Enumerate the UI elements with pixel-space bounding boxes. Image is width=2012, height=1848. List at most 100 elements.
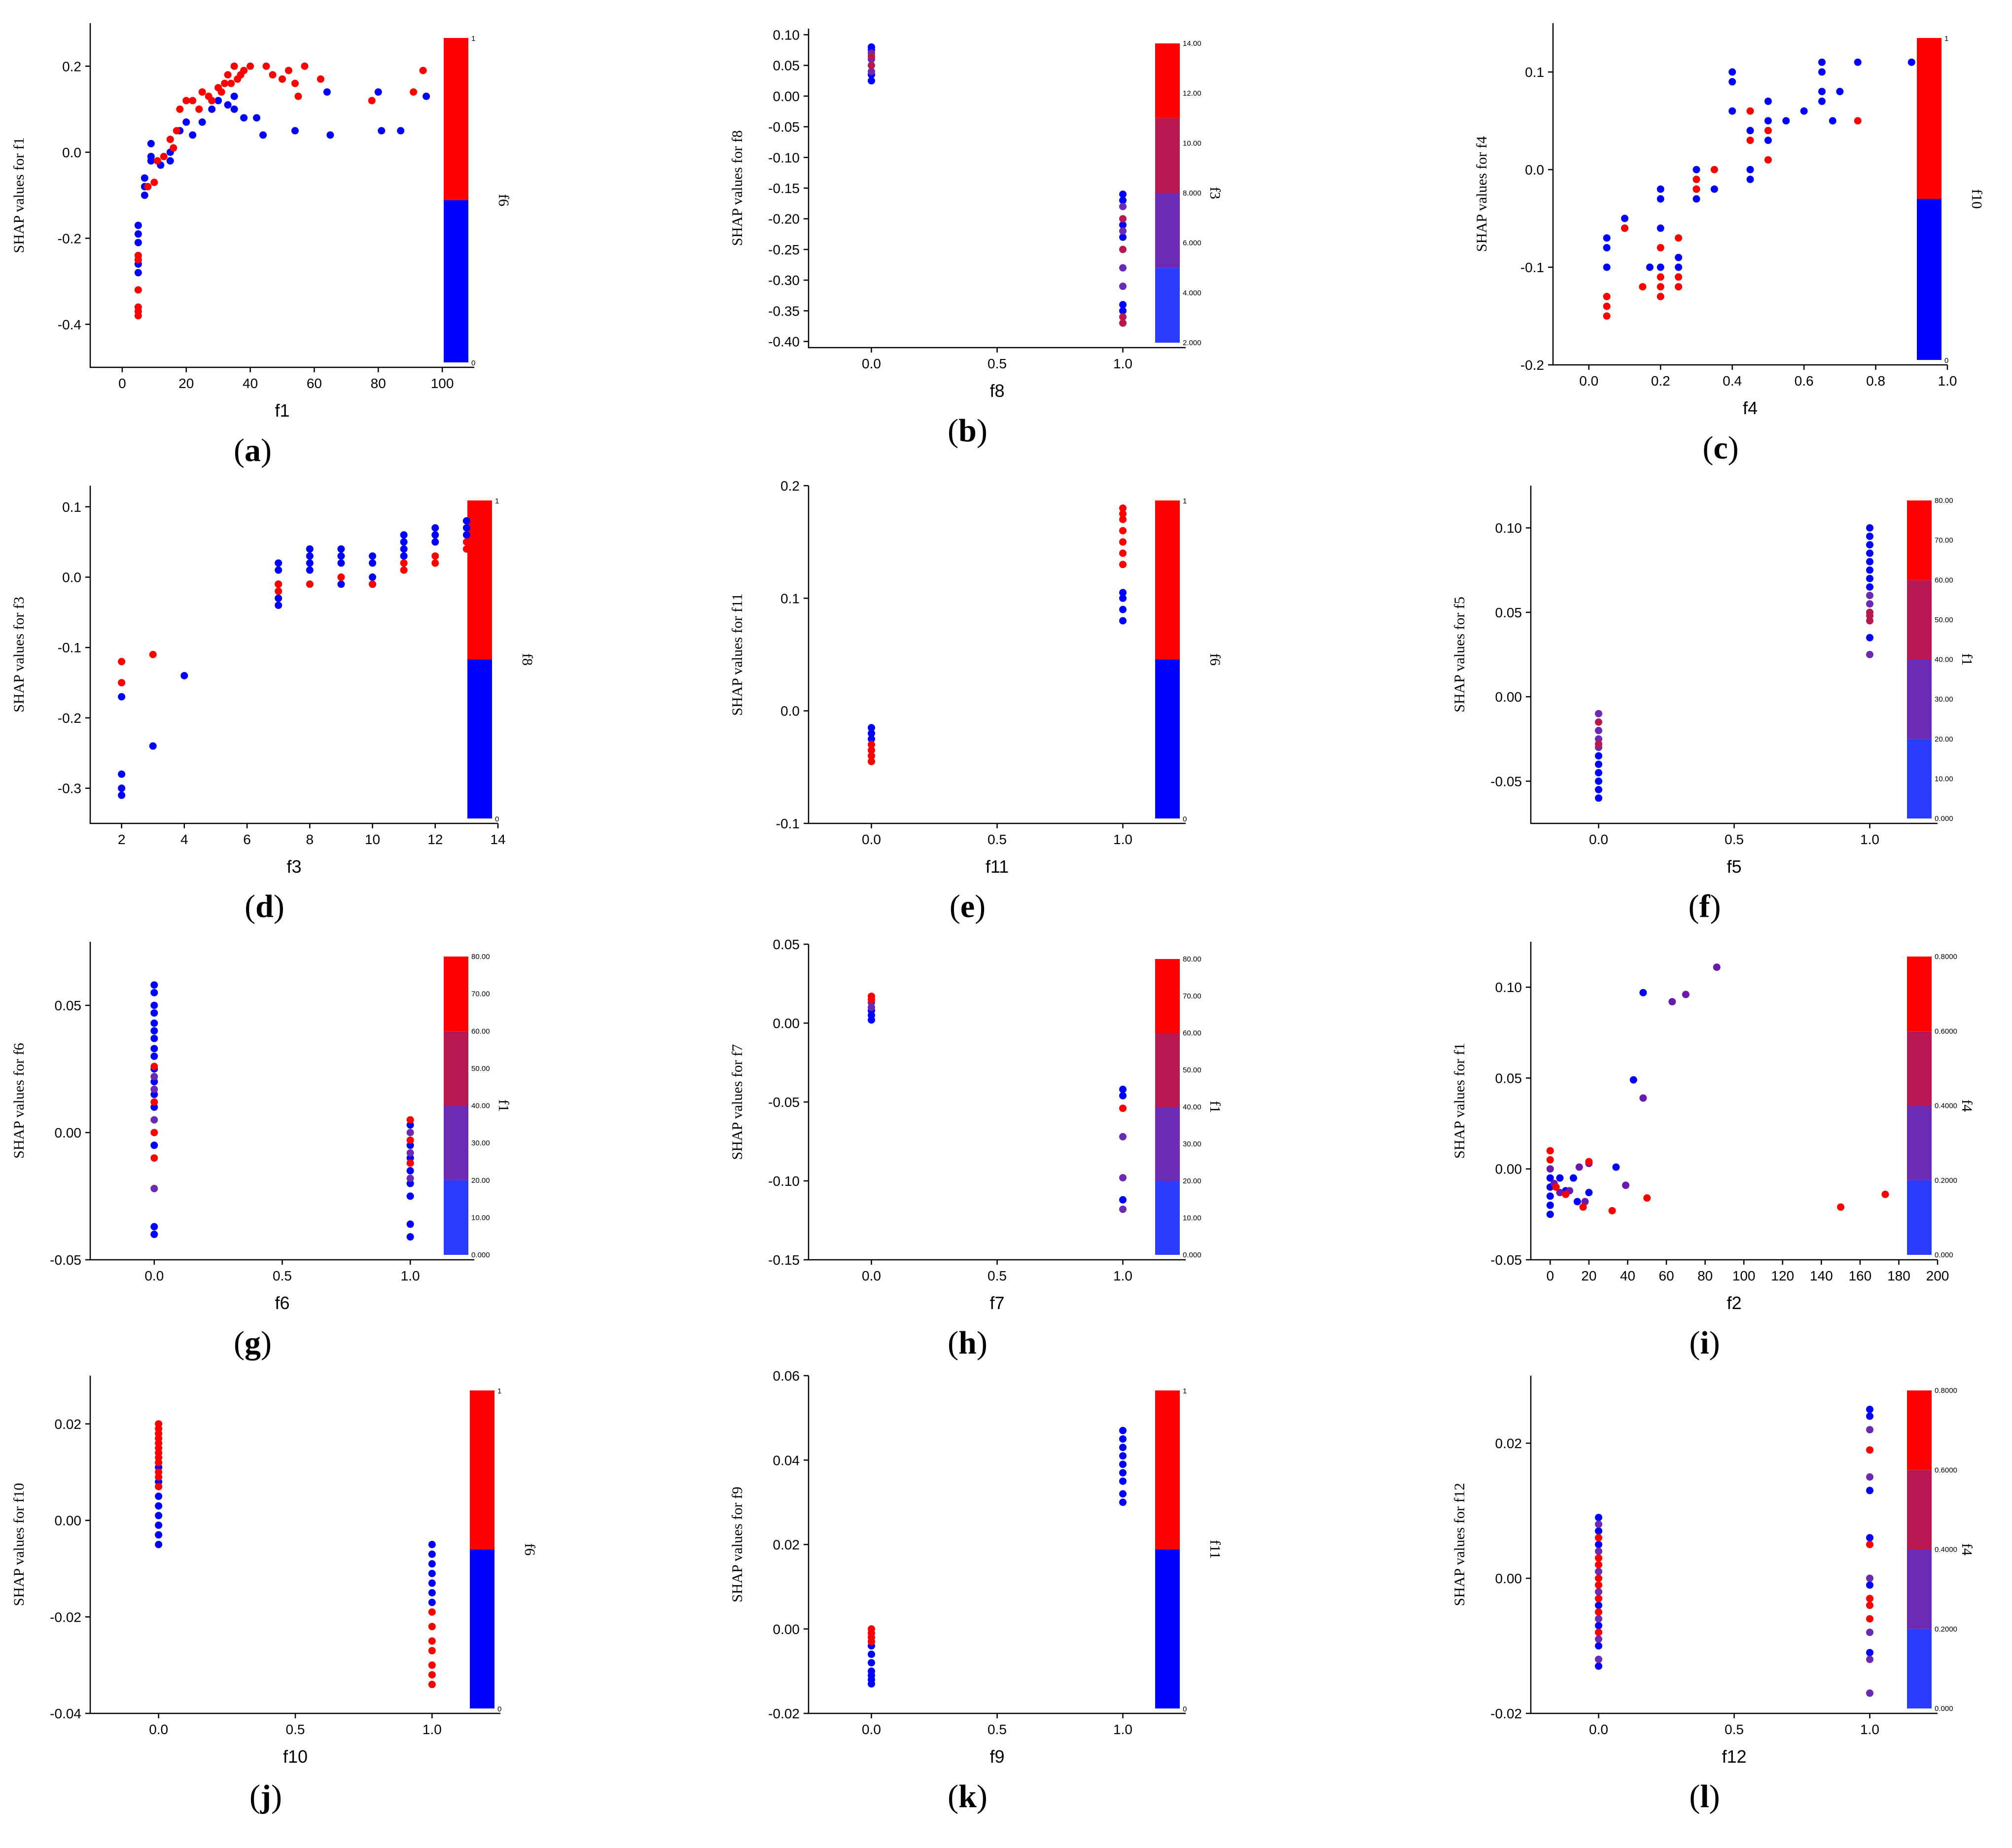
colorbar: 1 0 f11 (1155, 1387, 1223, 1713)
data-point (400, 531, 408, 539)
data-point (400, 552, 408, 560)
data-point (301, 62, 309, 70)
data-point (150, 1154, 158, 1162)
x-tick-label: 0.0 (1589, 1722, 1608, 1737)
data-point (1764, 156, 1772, 164)
x-tick-label: 0.0 (862, 832, 881, 847)
x-tick-label: 1.0 (401, 1268, 420, 1283)
data-point (150, 1052, 158, 1060)
data-point (1675, 234, 1683, 242)
data-point (868, 729, 875, 737)
y-tick-label: 0.10 (1495, 521, 1522, 536)
data-point (1693, 185, 1700, 193)
colorbar-high-band (444, 38, 468, 200)
series-f1-low (1595, 524, 1873, 802)
data-point (1829, 117, 1836, 125)
x-tick-label: 180 (1887, 1268, 1910, 1283)
y-tick-label: 0.1 (780, 591, 800, 606)
data-point (150, 1027, 158, 1035)
data-point (1119, 538, 1127, 546)
colorbar-high-band (1155, 500, 1180, 660)
data-point (1552, 1183, 1560, 1191)
data-point (1119, 1426, 1127, 1434)
colorbar-band (1907, 580, 1932, 660)
data-point (1866, 634, 1873, 641)
data-point (1657, 283, 1664, 291)
colorbar-max-label: 1 (471, 35, 475, 43)
series-f4-mid (1595, 1426, 1873, 1697)
data-point (1119, 504, 1127, 512)
data-point (462, 531, 470, 539)
data-point (1603, 234, 1611, 242)
colorbar-tick-label: 0.000 (1183, 1251, 1201, 1259)
data-point (868, 52, 875, 60)
x-tick-label: 0.0 (862, 356, 881, 371)
data-point (155, 1502, 163, 1510)
x-tick-label: 0.5 (988, 832, 1007, 847)
data-point (1119, 264, 1127, 272)
data-point (1119, 1206, 1127, 1213)
data-point (1746, 176, 1754, 183)
data-point (1729, 68, 1736, 76)
panel-j: 0.0 0.5 1.0 -0.04 -0.02 0.00 0.02 f10 SHAP value… (11, 1376, 538, 1814)
colorbar-min-label: 0 (1944, 356, 1948, 365)
data-point (1764, 97, 1772, 105)
data-point (868, 746, 875, 754)
y-tick-label: -0.4 (58, 317, 81, 332)
data-point (1119, 594, 1127, 602)
data-point (368, 97, 376, 105)
data-point (1119, 1460, 1127, 1468)
data-point (150, 1185, 158, 1193)
data-point (1595, 760, 1602, 768)
data-point (150, 1072, 158, 1080)
series-f1-low (868, 1006, 1127, 1204)
data-point (337, 559, 345, 567)
colorbar-label: f4 (1959, 1100, 1975, 1112)
colorbar-label: f1 (1207, 1101, 1223, 1113)
x-tick-label: 40 (243, 376, 258, 391)
data-point (1119, 319, 1127, 327)
colorbar-tick-label: 0.6000 (1935, 1027, 1957, 1035)
x-axis-label: f2 (1727, 1293, 1741, 1313)
data-point (275, 580, 282, 588)
data-point (428, 1623, 436, 1631)
data-point (428, 1671, 436, 1679)
data-point (1603, 312, 1611, 320)
y-axis-label: SHAP values for f10 (11, 1483, 27, 1606)
data-point (337, 552, 345, 560)
data-point (306, 559, 314, 567)
data-point (423, 92, 430, 100)
data-point (1119, 1174, 1127, 1182)
x-tick-label: 0.5 (988, 356, 1007, 371)
data-point (868, 1659, 875, 1667)
data-point (406, 1192, 414, 1200)
data-point (118, 658, 126, 666)
data-point (180, 672, 188, 679)
data-point (1595, 769, 1602, 777)
data-point (406, 1220, 414, 1228)
data-point (428, 1608, 436, 1616)
data-point (406, 1233, 414, 1241)
panel-label: (g) (234, 1325, 272, 1361)
data-point (1546, 1156, 1554, 1164)
data-point (208, 106, 216, 113)
y-axis-label: SHAP values for f11 (729, 593, 745, 716)
data-point (868, 757, 875, 765)
colorbar-tick-label: 70.00 (1183, 992, 1201, 1000)
y-tick-label: 0.00 (55, 1125, 82, 1140)
data-point (150, 989, 158, 996)
colorbar-band (1907, 957, 1932, 1031)
y-tick-label: -0.10 (768, 1173, 800, 1189)
data-point (275, 587, 282, 595)
data-point (1866, 1412, 1873, 1420)
data-point (1866, 612, 1873, 620)
colorbar-tick-label: 0.000 (1935, 1705, 1953, 1713)
y-tick-label: -0.10 (768, 150, 800, 165)
data-point (868, 43, 875, 51)
data-point (369, 559, 377, 567)
data-point (1546, 1174, 1554, 1182)
colorbar-tick-label: 80.00 (1935, 497, 1953, 505)
y-tick-label: -0.20 (768, 212, 800, 227)
